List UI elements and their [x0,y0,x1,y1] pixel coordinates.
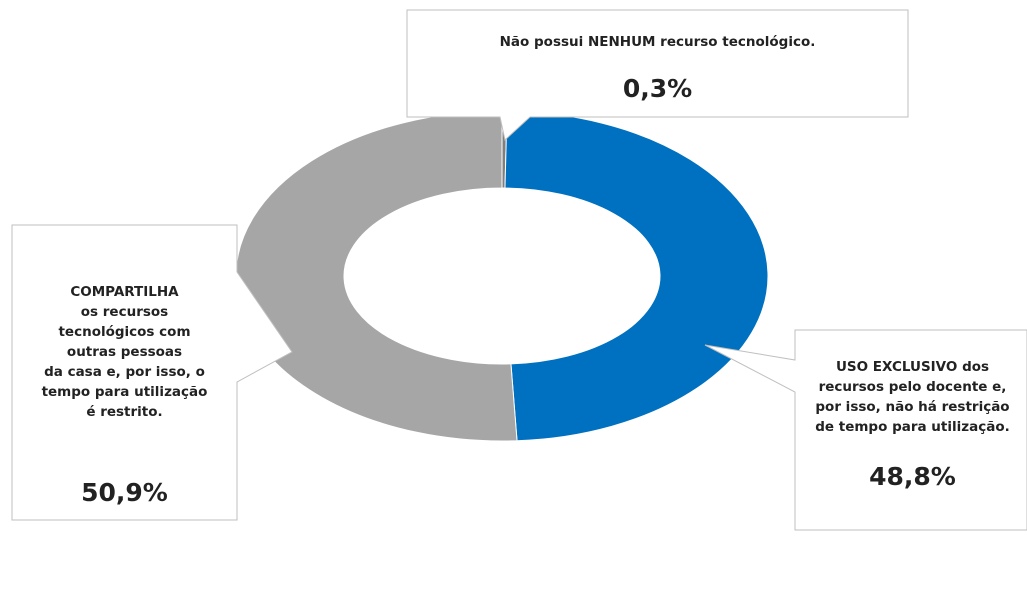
slice [235,110,518,442]
value-label: 48,8% [869,462,956,491]
callout-box [704,329,1027,531]
value-label: 0,3% [622,74,693,103]
slice-label: Não possui NENHUM recurso tecnológico. [499,34,816,50]
slice [504,110,769,442]
slice-label: USO EXCLUSIVO dos recursos pelo docente … [815,359,1010,435]
callout-box [11,224,293,521]
slice-label: COMPARTILHA os recursos tecnológicos com… [41,284,208,420]
callout-box [406,9,909,141]
donut [235,110,769,442]
value-label: 50,9% [81,478,168,507]
